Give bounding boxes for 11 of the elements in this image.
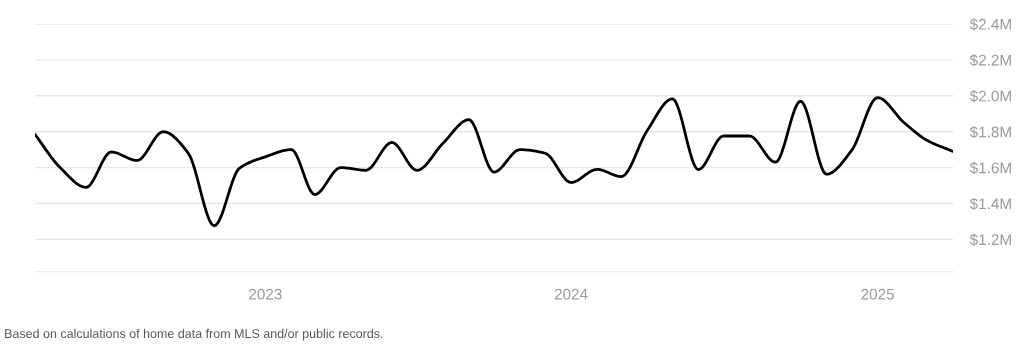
x-tick-label: 2023 bbox=[249, 288, 282, 300]
x-tick-label: 2024 bbox=[554, 288, 588, 300]
x-tick-label: 2025 bbox=[861, 288, 894, 300]
y-tick-label: $1.2M bbox=[969, 233, 1011, 246]
y-tick-label: $1.4M bbox=[969, 197, 1011, 211]
y-tick-label: $2.4M bbox=[969, 18, 1011, 31]
y-tick-label: $1.6M bbox=[969, 161, 1011, 175]
text: Based on calculations of home data from MLS and/or public records. bbox=[5, 328, 383, 341]
y-tick-label: $2.0M bbox=[969, 90, 1011, 103]
y-tick-label: $2.2M bbox=[969, 54, 1011, 67]
y-tick-label: $1.8M bbox=[969, 125, 1011, 139]
